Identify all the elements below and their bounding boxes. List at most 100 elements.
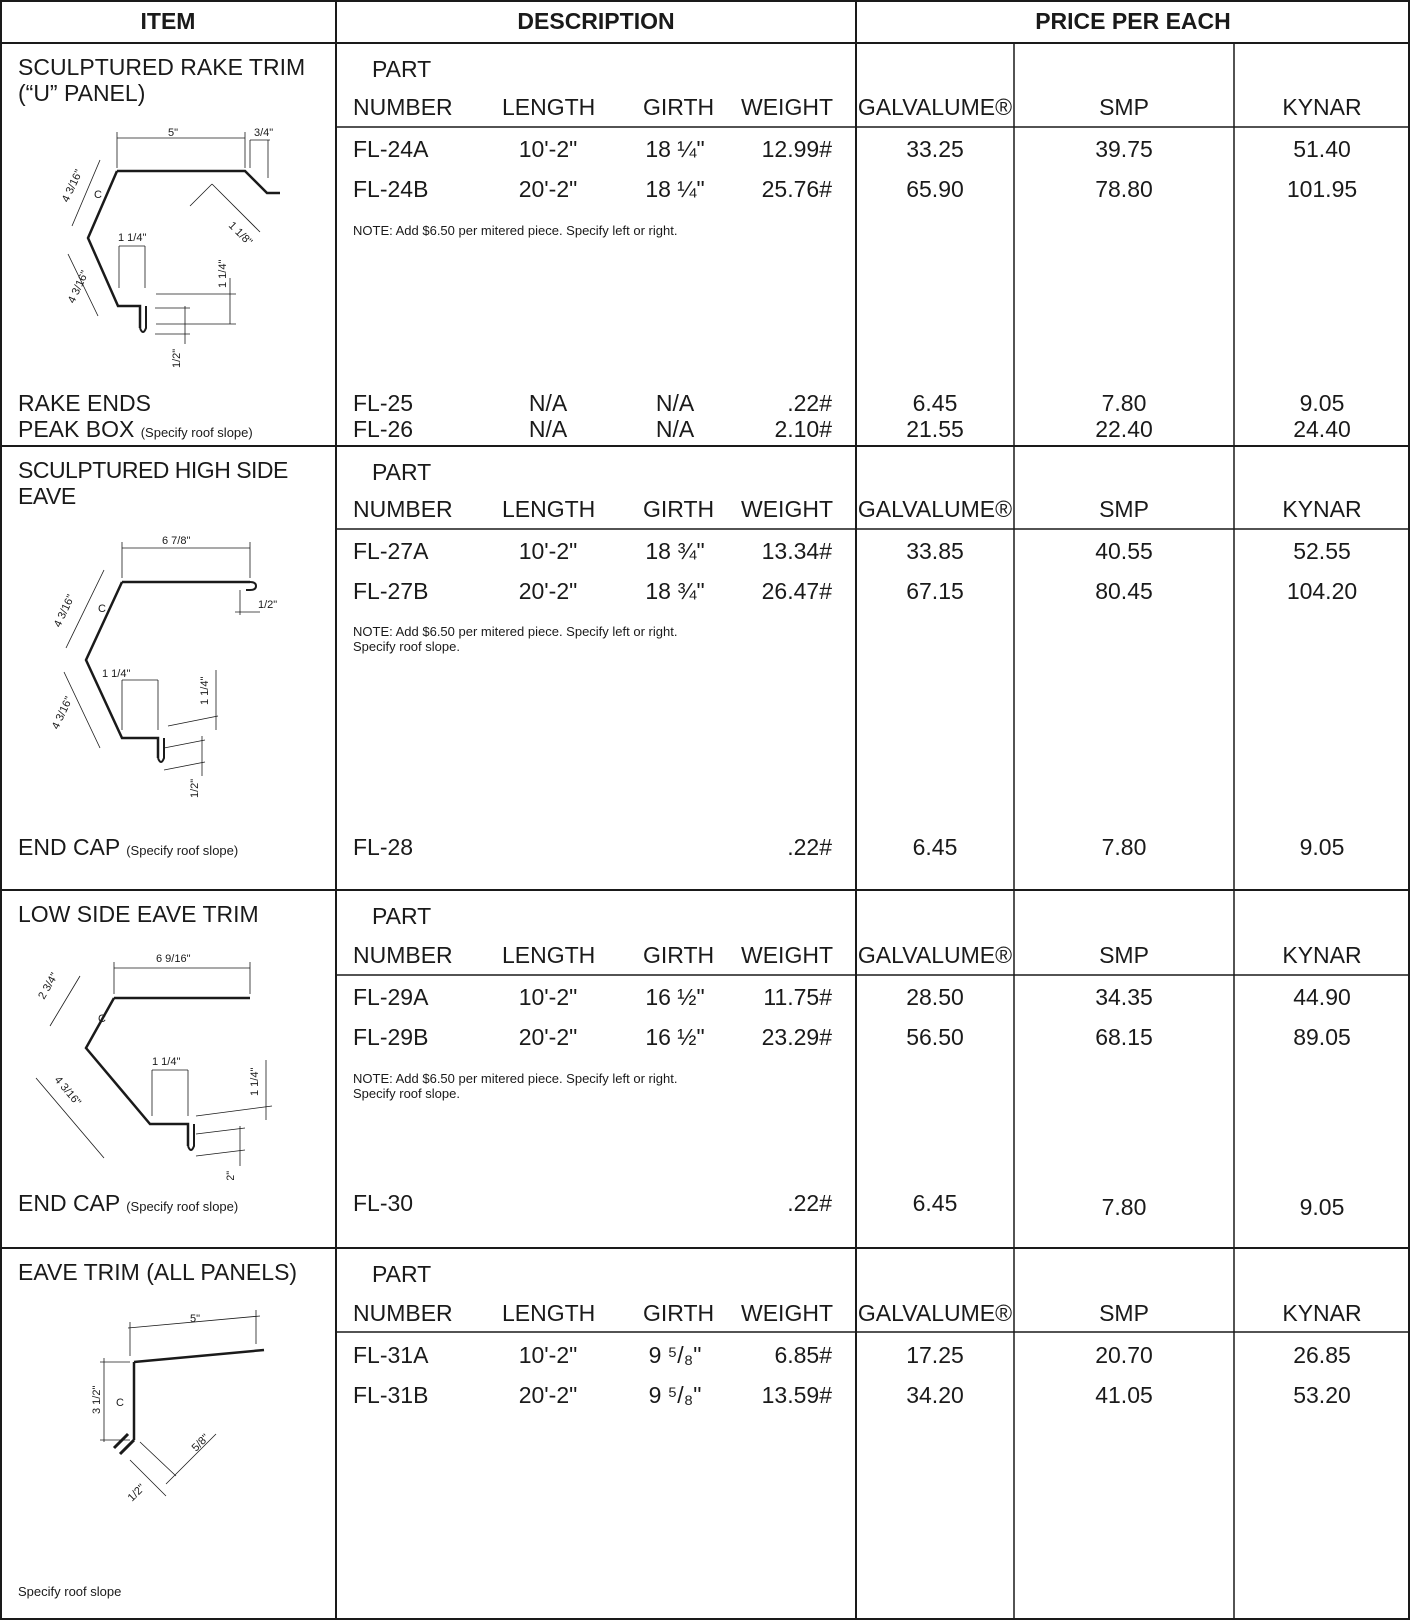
part-number: FL-30	[353, 1190, 414, 1216]
dim-label: 1 1/4"	[249, 1068, 261, 1096]
smp-price: 78.80	[1095, 176, 1153, 202]
part-number: FL-24A	[353, 136, 429, 162]
part-number: FL-27B	[353, 578, 429, 604]
weight-value: 13.59#	[761, 1382, 832, 1408]
col-part: PART	[372, 1261, 432, 1287]
col-smp: SMP	[1099, 496, 1149, 522]
part-number: FL-27A	[353, 538, 429, 564]
dim-label: 4 3/16"	[52, 1074, 83, 1108]
part-number: FL-31A	[353, 1342, 429, 1368]
weight-value: 6.85#	[774, 1342, 832, 1368]
dim-label: 1/2"	[126, 1482, 148, 1504]
col-kynar: KYNAR	[1282, 496, 1362, 522]
section-note: NOTE: Add $6.50 per mitered piece. Speci…	[353, 624, 678, 654]
section-note: NOTE: Add $6.50 per mitered piece. Speci…	[353, 223, 678, 238]
col-galvalume: GALVALUME®	[857, 94, 1013, 120]
weight-value: 11.75#	[763, 984, 832, 1010]
galvalume-price: 67.15	[906, 578, 964, 604]
col-smp: SMP	[1099, 1300, 1149, 1326]
galvalume-price: 6.45	[912, 1190, 958, 1216]
kynar-price: 51.40	[1293, 136, 1351, 162]
col-smp: SMP	[1099, 94, 1149, 120]
length-value: N/A	[528, 416, 568, 442]
extra-item-name: RAKE ENDS	[18, 390, 151, 416]
col-smp: SMP	[1099, 942, 1149, 968]
part-number: FL-31B	[353, 1382, 429, 1408]
section-title: EAVE TRIM (ALL PANELS)	[18, 1259, 298, 1285]
dim-label: 6 9/16"	[156, 953, 191, 965]
dim-label: 1 1/4"	[102, 668, 130, 680]
col-girth: GIRTH	[643, 942, 715, 968]
col-girth: GIRTH	[643, 1300, 715, 1326]
dim-label: 3/4"	[254, 128, 273, 139]
extra-item-note: (Specify roof slope)	[126, 843, 239, 858]
col-weight: WEIGHT	[741, 496, 833, 522]
dim-label: C	[94, 189, 102, 201]
dim-label: 6 7/8"	[162, 535, 190, 547]
col-kynar: KYNAR	[1282, 94, 1362, 120]
smp-price: 80.45	[1095, 578, 1153, 604]
section-subtitle: EAVE	[18, 483, 76, 509]
col-number: NUMBER	[353, 1300, 453, 1326]
length-value: 10'-2"	[518, 984, 578, 1010]
kynar-price: 101.95	[1286, 176, 1358, 202]
extra-item-name: END CAP (Specify roof slope)	[18, 834, 238, 864]
col-length: LENGTH	[502, 942, 596, 968]
col-galvalume: GALVALUME®	[857, 1300, 1013, 1326]
col-kynar: KYNAR	[1282, 1300, 1362, 1326]
girth-value: 18 ¼"	[645, 176, 705, 202]
smp-price: 7.80	[1101, 834, 1147, 860]
kynar-price: 104.20	[1286, 578, 1358, 604]
length-value: 20'-2"	[518, 1024, 578, 1050]
col-galvalume: GALVALUME®	[857, 942, 1013, 968]
part-number: FL-29A	[353, 984, 429, 1010]
section-title: SCULPTURED RAKE TRIM	[18, 54, 306, 80]
weight-value: .22#	[787, 1190, 832, 1216]
girth-value: N/A	[655, 390, 695, 416]
length-value: 10'-2"	[518, 538, 578, 564]
length-value: 10'-2"	[518, 1342, 578, 1368]
part-number: FL-29B	[353, 1024, 429, 1050]
extra-item-name: END CAP (Specify roof slope)	[18, 1190, 238, 1220]
dim-label: 1/2"	[171, 349, 183, 368]
weight-value: 25.76#	[761, 176, 832, 202]
galvalume-price: 33.85	[906, 538, 964, 564]
extra-item-note: (Specify roof slope)	[140, 425, 253, 440]
smp-price: 20.70	[1095, 1342, 1153, 1368]
col-girth: GIRTH	[643, 94, 715, 120]
weight-value: .22#	[787, 834, 832, 860]
dim-label: 5"	[168, 128, 178, 139]
weight-value: .22#	[787, 390, 832, 416]
kynar-price: 9.05	[1299, 834, 1345, 860]
extra-item-label: PEAK BOX	[18, 416, 135, 442]
weight-value: 13.34#	[761, 538, 832, 564]
rake-trim-profile-drawing: 5" 3/4" 4 3/16" 1 1/8" 1 1/4" 4 3/16" 1 …	[60, 128, 280, 368]
dim-label: 4 3/16"	[52, 593, 77, 629]
kynar-price: 9.05	[1299, 390, 1345, 416]
smp-price: 7.80	[1101, 1194, 1147, 1220]
dim-label: C	[98, 1013, 106, 1025]
extra-item-name: PEAK BOX (Specify roof slope)	[18, 416, 253, 446]
part-number: FL-26	[353, 416, 414, 442]
girth-value: 18 ¾"	[645, 578, 705, 604]
girth-value: N/A	[655, 416, 695, 442]
galvalume-price: 28.50	[906, 984, 964, 1010]
kynar-price: 26.85	[1293, 1342, 1351, 1368]
col-part: PART	[372, 903, 432, 929]
kynar-price: 44.90	[1293, 984, 1351, 1010]
girth-value: 16 ½"	[645, 1024, 705, 1050]
header-item: ITEM	[140, 8, 196, 34]
dim-label: 3 1/2"	[91, 1386, 103, 1414]
dim-label: 5/8"	[190, 1432, 212, 1454]
smp-price: 40.55	[1095, 538, 1153, 564]
part-number: FL-24B	[353, 176, 429, 202]
col-weight: WEIGHT	[741, 1300, 833, 1326]
dim-label: 1/2"	[258, 599, 277, 611]
dim-label: 1/2"	[225, 1171, 237, 1180]
girth-value: 18 ¼"	[645, 136, 705, 162]
extra-item-label: END CAP	[18, 834, 120, 860]
length-value: N/A	[528, 390, 568, 416]
part-number: FL-25	[353, 390, 414, 416]
